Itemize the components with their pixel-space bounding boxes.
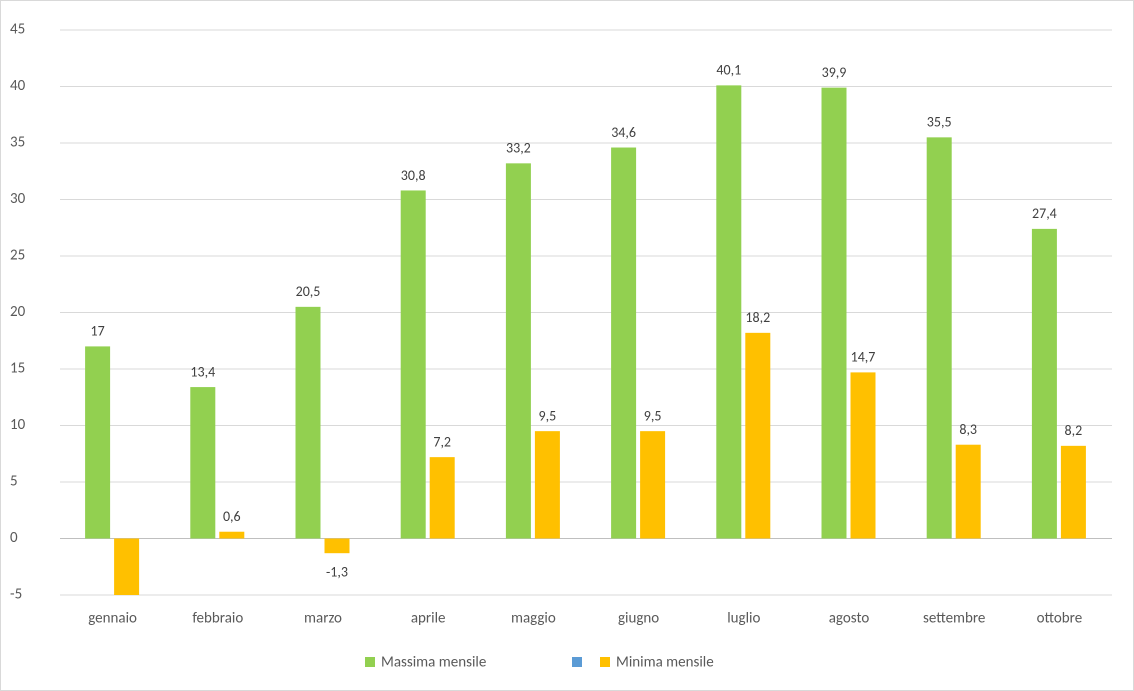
bar: [400, 190, 426, 539]
y-tick-label: 0: [10, 529, 18, 547]
bar: [85, 346, 111, 539]
bar: [821, 87, 847, 539]
legend-swatch: [600, 657, 610, 667]
data-label: 40,1: [716, 62, 741, 79]
data-label: 9,5: [644, 407, 662, 424]
y-tick-label: -5: [10, 586, 22, 604]
bar: [295, 306, 321, 539]
data-label: 8,3: [959, 421, 977, 438]
data-label: 14,7: [851, 349, 876, 366]
data-label: 7,2: [433, 433, 451, 450]
bar: [1060, 445, 1086, 539]
x-tick-label: settembre: [923, 610, 985, 628]
data-label: 18,2: [745, 309, 770, 326]
x-tick-label: giugno: [618, 610, 659, 628]
x-tick-label: marzo: [304, 610, 342, 628]
legend-label: Massima mensile: [381, 654, 486, 672]
y-tick-label: 30: [10, 190, 26, 208]
bar: [850, 372, 876, 539]
data-label: 34,6: [611, 124, 636, 141]
data-label: 27,4: [1032, 205, 1057, 222]
y-tick-label: 15: [10, 360, 25, 378]
y-tick-label: 20: [10, 303, 26, 321]
legend-label: Minima mensile: [616, 654, 714, 672]
bar: [219, 531, 245, 539]
bar: [611, 147, 637, 539]
data-label: 30,8: [401, 167, 426, 184]
legend-swatch: [572, 657, 582, 667]
bar: [534, 431, 560, 539]
data-label: 39,9: [822, 64, 847, 81]
data-label: 8,2: [1065, 422, 1083, 439]
bar: [505, 163, 531, 539]
y-tick-label: 35: [10, 134, 25, 152]
bar: [1031, 228, 1057, 539]
data-label: 13,4: [190, 363, 215, 380]
x-tick-label: luglio: [727, 610, 760, 628]
data-label: 17: [90, 323, 104, 340]
x-tick-label: febbraio: [192, 610, 243, 628]
data-label: 20,5: [296, 283, 321, 300]
y-tick-label: 25: [10, 247, 25, 265]
data-label: 35,5: [927, 114, 952, 131]
x-tick-label: ottobre: [1037, 610, 1083, 628]
bar: [324, 538, 350, 554]
data-label: 33,2: [506, 140, 531, 157]
bar: [955, 444, 981, 539]
bar: [745, 332, 771, 539]
x-tick-label: gennaio: [88, 610, 137, 628]
bar: [640, 431, 666, 539]
y-tick-label: 5: [10, 473, 18, 491]
x-tick-label: agosto: [829, 610, 870, 628]
bar: [190, 387, 216, 539]
data-label: -1,3: [326, 564, 348, 581]
data-label: 0,6: [223, 508, 241, 525]
data-label: 9,5: [539, 407, 557, 424]
bar: [429, 457, 455, 539]
y-tick-label: 40: [10, 77, 26, 95]
bar: [716, 85, 742, 539]
x-tick-label: aprile: [411, 610, 446, 628]
bar: [114, 538, 140, 595]
bar: [926, 137, 952, 539]
x-tick-label: maggio: [511, 610, 556, 628]
y-tick-label: 10: [10, 416, 26, 434]
y-tick-label: 45: [10, 21, 25, 39]
legend-swatch: [365, 657, 375, 667]
